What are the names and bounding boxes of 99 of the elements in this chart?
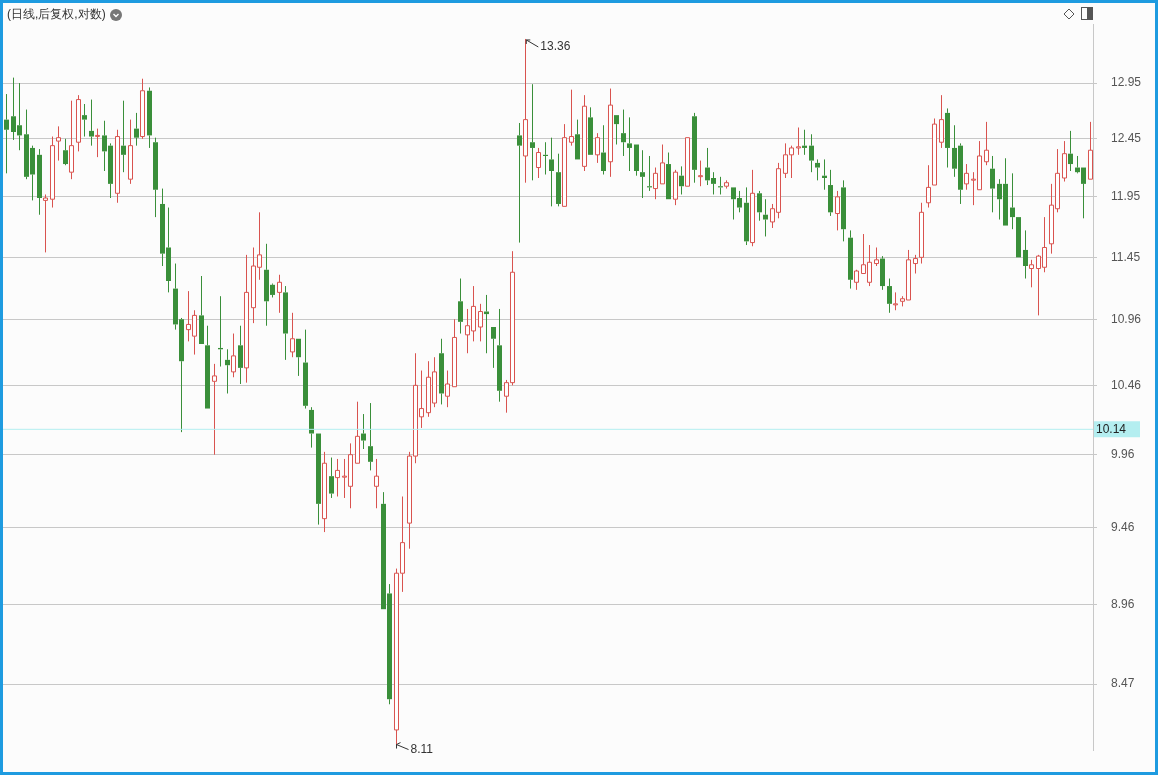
candlestick [678,165,685,195]
candlestick [587,106,594,155]
candlestick [1009,172,1016,230]
candlestick [1022,229,1029,280]
candlestick [529,83,536,181]
candlestick [347,442,354,509]
candlestick [555,153,562,207]
candlestick [996,178,1003,221]
y-tick-label: 10.46 [1111,377,1142,392]
y-tick-label: 8.96 [1111,596,1135,611]
candlestick [840,179,847,242]
candlestick [626,116,633,172]
y-tick-label: 10.96 [1111,311,1142,326]
candlestick [704,147,711,186]
candlestick [944,107,951,169]
candlestick [146,86,153,149]
candlestick [23,109,30,180]
candlestick [49,136,56,209]
candlestick [380,491,387,610]
candlestick [178,319,185,433]
candlestick [159,188,166,267]
y-tick-label: 11.95 [1111,189,1141,204]
candlestick [951,124,958,178]
annotation: 13.36 [540,39,571,54]
candlestick [743,186,750,246]
candlestick [152,137,159,218]
candlestick [938,94,945,149]
candlestick [224,348,231,394]
candlestick [308,406,315,449]
candlestick [367,402,374,471]
candlestick [120,100,127,173]
candlestick [256,211,263,281]
candlestick [665,152,672,200]
chart-title: (日线,后复权,对数) [7,6,106,23]
candlestick [756,190,763,222]
candlestick [457,278,464,335]
candlestick [55,125,62,162]
candlestick [561,123,568,207]
candlestick [328,457,335,499]
candlestick [133,112,140,147]
y-tick-label: 9.46 [1111,519,1135,534]
candlestick [879,255,886,291]
candlestick [1067,130,1074,172]
candlestick [237,325,244,385]
candlestick [399,496,406,593]
candlestick [1041,216,1048,273]
candlestick [886,278,893,314]
candlestick [101,120,108,172]
candlestick [989,155,996,213]
candlestick [211,363,218,456]
candlestick [574,119,581,160]
candlestick [639,149,646,199]
candlestick [107,142,114,199]
candlestick [633,144,640,177]
candlestick [957,142,964,205]
candlestick [360,413,367,450]
candlestick [516,122,523,244]
candlestick [198,275,205,345]
candlestick [81,103,88,138]
candlestick [762,198,769,237]
candlestick [16,82,23,151]
candlestick [613,115,620,146]
candlestick [834,190,841,231]
candlestick [165,207,172,293]
candlestick [88,99,95,147]
y-tick-label: 11.45 [1111,249,1141,264]
candlestick [431,356,438,408]
candlestick [3,93,10,174]
candlestick [36,148,43,216]
candlestick [620,109,627,157]
candlestick [302,329,309,410]
candlestick [1002,157,1009,226]
candlestick [1028,259,1035,288]
y-tick-label: 8.47 [1111,676,1135,691]
candlestick [808,133,815,173]
candlestick [263,243,270,327]
y-tick-label: 9.96 [1111,447,1135,461]
candlestick [438,338,445,405]
candlestick [801,129,808,156]
candlestick [782,142,789,179]
candlestick [1080,167,1087,219]
candlestick [860,233,867,275]
candlestick [490,327,497,369]
candlestick [710,171,717,195]
annotation: 8.11 [410,741,434,756]
candlestick [814,158,821,181]
candlestick [600,124,607,176]
candlestick [827,169,834,217]
candlestick [127,119,134,185]
candlestick [730,187,737,221]
candlestick [172,263,179,331]
candlestick [204,325,211,409]
ref-line-label: 10.14 [1096,421,1127,436]
y-tick-label: 12.45 [1111,131,1142,146]
candlestick [736,190,743,213]
y-tick-label: 12.95 [1111,75,1142,90]
candlestick [548,137,555,207]
candlestick [503,379,510,414]
candlestick [62,138,69,165]
